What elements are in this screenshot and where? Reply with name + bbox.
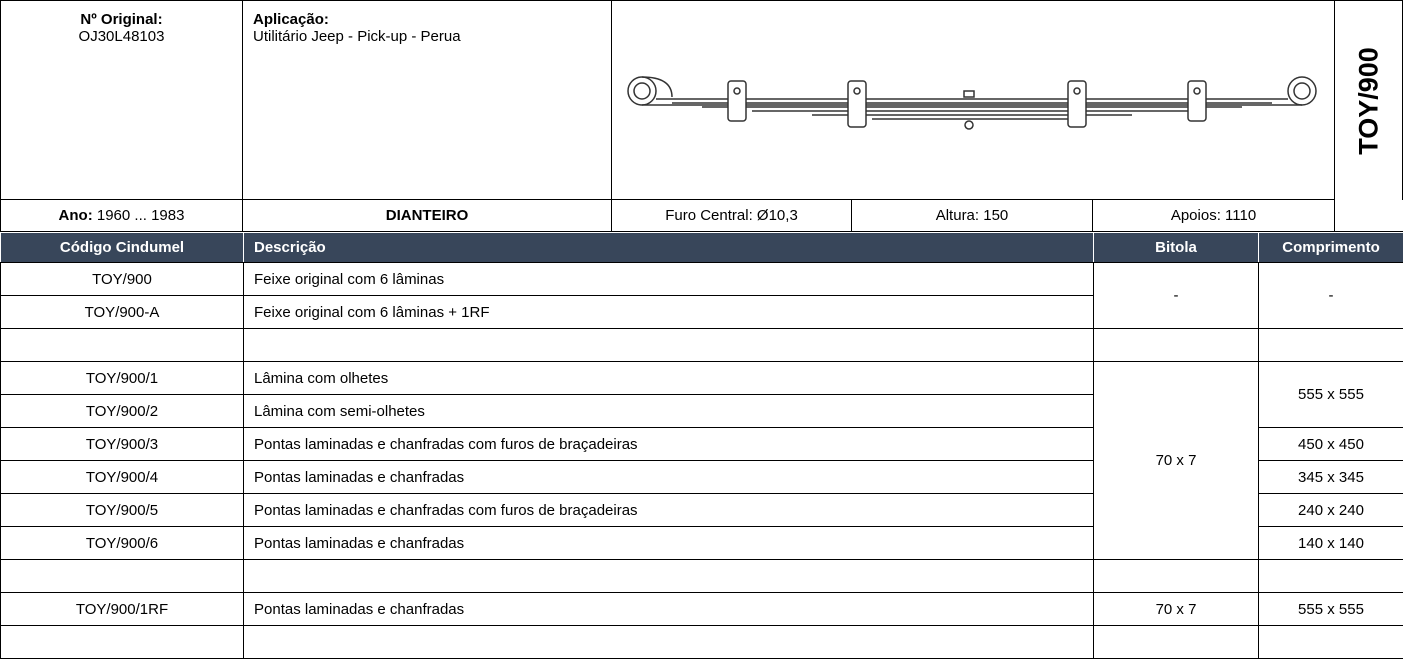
- length: 450 x 450: [1258, 427, 1403, 461]
- position: DIANTEIRO: [243, 200, 612, 232]
- gauge: 70 x 7: [1093, 361, 1259, 560]
- image-cell: [612, 0, 1335, 200]
- code: TOY/900/5: [0, 493, 244, 527]
- code: TOY/900-A: [0, 295, 244, 329]
- code: TOY/900/3: [0, 427, 244, 461]
- value: 1960 ... 1983: [96, 207, 185, 224]
- spring-drawing: [627, 76, 1317, 130]
- description: Pontas laminadas e chanfradas: [243, 592, 1094, 626]
- code: TOY/900: [1353, 47, 1384, 155]
- height: Altura: 150: [852, 200, 1093, 232]
- code: TOY/900/4: [0, 460, 244, 494]
- row: TOY/900/6 Pontas laminadas e chanfradas 14…: [0, 526, 1403, 560]
- row: TOY/900 Feixe original com 6 lâminas - -: [0, 262, 1403, 329]
- description: Pontas laminadas e chanfradas: [243, 460, 1094, 494]
- description: Feixe original com 6 lâminas: [243, 262, 1094, 296]
- row: TOY/900/2 Lâmina com semi-olhetes: [0, 394, 1403, 428]
- row: TOY/900-A Feixe original com 6 lâminas + …: [0, 295, 1403, 329]
- empty-row: [0, 559, 1403, 593]
- length: -: [1258, 262, 1403, 329]
- label: Ano:: [58, 207, 93, 224]
- length: 555 x 555: [1258, 361, 1403, 428]
- code: TOY/900/1: [0, 361, 244, 395]
- year-cell: Ano: 1960 ... 1983: [0, 200, 243, 232]
- application-cell: Aplicação: Utilitário Jeep - Pick-up - P…: [243, 0, 612, 200]
- code: TOY/900/1RF: [0, 592, 244, 626]
- column-header: Descrição: [243, 232, 1094, 263]
- empty-row: [0, 328, 1403, 362]
- row: TOY/900/1 Lâmina com olhetes 70 x 7 555 x 5…: [0, 361, 1403, 560]
- description: Pontas laminadas e chanfradas com furos …: [243, 427, 1094, 461]
- description: Lâmina com semi-olhetes: [243, 394, 1094, 428]
- column-header: Comprimento: [1258, 232, 1403, 263]
- row: TOY/900/1RF Pontas laminadas e chanfradas…: [0, 592, 1403, 626]
- code: TOY/900/2: [0, 394, 244, 428]
- row: TOY/900/3 Pontas laminadas e chanfradas c…: [0, 427, 1403, 461]
- code: TOY/900: [0, 262, 244, 296]
- value: Utilitário Jeep - Pick-up - Perua: [253, 28, 461, 45]
- parts-table: Código Cindumel Descrição Bitola Comprim…: [0, 232, 1403, 659]
- description: Feixe original com 6 lâminas + 1RF: [243, 295, 1094, 329]
- header-row: Código Cindumel Descrição Bitola Comprim…: [0, 232, 1403, 263]
- description: Lâmina com olhetes: [243, 361, 1094, 395]
- code: TOY/900/6: [0, 526, 244, 560]
- blank-cell: [1335, 200, 1403, 232]
- supports: Apoios: 1110: [1093, 200, 1335, 232]
- column-header: Código Cindumel: [0, 232, 244, 263]
- value: OJ30L48103: [78, 28, 165, 45]
- gauge: -: [1093, 262, 1259, 329]
- center-hole: Furo Central: Ø10,3: [612, 200, 852, 232]
- length: 345 x 345: [1258, 460, 1403, 494]
- length: 240 x 240: [1258, 493, 1403, 527]
- original-cell: Nº Original: OJ30L48103: [0, 0, 243, 200]
- length: 140 x 140: [1258, 526, 1403, 560]
- empty-row: [0, 625, 1403, 659]
- description: Pontas laminadas e chanfradas: [243, 526, 1094, 560]
- label: Aplicação:: [253, 11, 329, 28]
- label: Nº Original:: [80, 11, 163, 28]
- length: 555 x 555: [1258, 592, 1403, 626]
- description: Pontas laminadas e chanfradas com furos …: [243, 493, 1094, 527]
- code-cell: TOY/900: [1335, 0, 1403, 200]
- column-header: Bitola: [1093, 232, 1259, 263]
- gauge: 70 x 7: [1093, 592, 1259, 626]
